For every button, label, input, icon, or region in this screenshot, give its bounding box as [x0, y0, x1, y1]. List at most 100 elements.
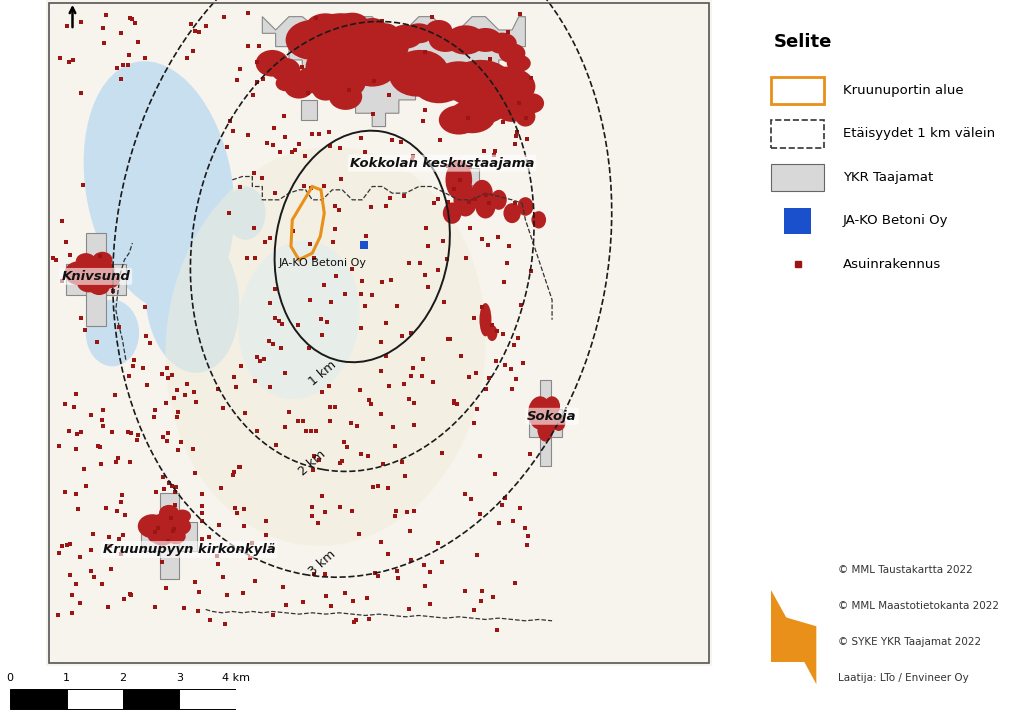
- Point: [422, 567, 438, 578]
- Point: [337, 288, 353, 300]
- Point: [473, 595, 489, 607]
- Text: 3: 3: [176, 673, 182, 683]
- Point: [449, 398, 465, 410]
- Point: [50, 609, 67, 620]
- Point: [225, 125, 242, 136]
- Point: [160, 372, 176, 384]
- Point: [377, 200, 393, 211]
- Point: [462, 223, 478, 235]
- Point: [420, 282, 436, 293]
- Text: Kruunuportin alue: Kruunuportin alue: [843, 84, 964, 97]
- Text: JA-KO Betoni Oy: JA-KO Betoni Oy: [279, 258, 367, 268]
- Point: [400, 603, 417, 615]
- Ellipse shape: [439, 105, 479, 135]
- Point: [396, 378, 413, 390]
- Ellipse shape: [302, 13, 376, 60]
- Point: [154, 369, 170, 380]
- Point: [378, 317, 394, 329]
- Point: [125, 354, 141, 366]
- Point: [401, 525, 418, 536]
- Ellipse shape: [312, 33, 392, 87]
- Point: [83, 544, 99, 556]
- Point: [484, 320, 501, 332]
- Point: [446, 395, 463, 407]
- Point: [69, 578, 85, 590]
- Point: [78, 480, 94, 492]
- Point: [358, 592, 375, 604]
- Point: [378, 350, 394, 361]
- Point: [439, 253, 456, 265]
- Point: [355, 240, 372, 251]
- Point: [125, 361, 141, 372]
- Point: [359, 450, 376, 462]
- Ellipse shape: [404, 23, 433, 43]
- Point: [264, 139, 281, 151]
- Point: [520, 530, 537, 542]
- Point: [362, 201, 379, 213]
- Point: [182, 18, 199, 30]
- Point: [309, 518, 326, 529]
- Point: [61, 56, 78, 68]
- Point: [234, 587, 251, 599]
- Ellipse shape: [445, 60, 512, 106]
- Point: [357, 230, 374, 242]
- Point: [384, 134, 400, 146]
- Point: [424, 12, 440, 23]
- Point: [321, 127, 337, 138]
- Ellipse shape: [86, 300, 139, 366]
- Ellipse shape: [90, 260, 115, 279]
- Ellipse shape: [98, 271, 120, 288]
- Point: [373, 337, 389, 348]
- Point: [219, 141, 236, 153]
- Point: [489, 231, 506, 243]
- Point: [517, 523, 534, 534]
- Point: [352, 448, 369, 460]
- Point: [403, 153, 420, 165]
- Point: [245, 89, 261, 101]
- Point: [284, 146, 300, 158]
- Point: [488, 326, 505, 337]
- Bar: [86, 233, 105, 327]
- Point: [380, 380, 396, 392]
- Point: [160, 535, 176, 547]
- Point: [290, 319, 306, 330]
- Point: [108, 456, 124, 468]
- Point: [232, 63, 249, 75]
- Point: [327, 201, 343, 212]
- Point: [319, 316, 336, 328]
- Point: [495, 117, 511, 128]
- Ellipse shape: [349, 54, 395, 87]
- Point: [327, 223, 343, 235]
- Ellipse shape: [275, 75, 296, 91]
- Point: [249, 56, 265, 68]
- Point: [406, 420, 422, 432]
- Point: [287, 145, 303, 156]
- Point: [481, 54, 498, 65]
- Point: [467, 193, 483, 204]
- Ellipse shape: [336, 12, 369, 37]
- Point: [179, 52, 196, 64]
- Bar: [66, 264, 126, 295]
- Point: [268, 439, 285, 451]
- Point: [265, 339, 282, 350]
- Point: [190, 586, 207, 597]
- Text: 2 km: 2 km: [296, 447, 329, 479]
- Point: [253, 172, 269, 184]
- Point: [255, 73, 271, 85]
- Point: [460, 113, 476, 125]
- Point: [117, 593, 133, 605]
- Point: [276, 132, 293, 143]
- Ellipse shape: [147, 529, 164, 543]
- Point: [332, 501, 348, 513]
- Point: [275, 111, 292, 122]
- Point: [117, 509, 133, 521]
- Point: [318, 591, 335, 602]
- Ellipse shape: [449, 100, 496, 133]
- Point: [259, 137, 275, 148]
- Text: Asuinrakennus: Asuinrakennus: [843, 258, 941, 271]
- Point: [246, 222, 262, 234]
- Point: [353, 287, 370, 299]
- Bar: [301, 100, 317, 120]
- Point: [512, 9, 528, 20]
- Point: [98, 502, 115, 514]
